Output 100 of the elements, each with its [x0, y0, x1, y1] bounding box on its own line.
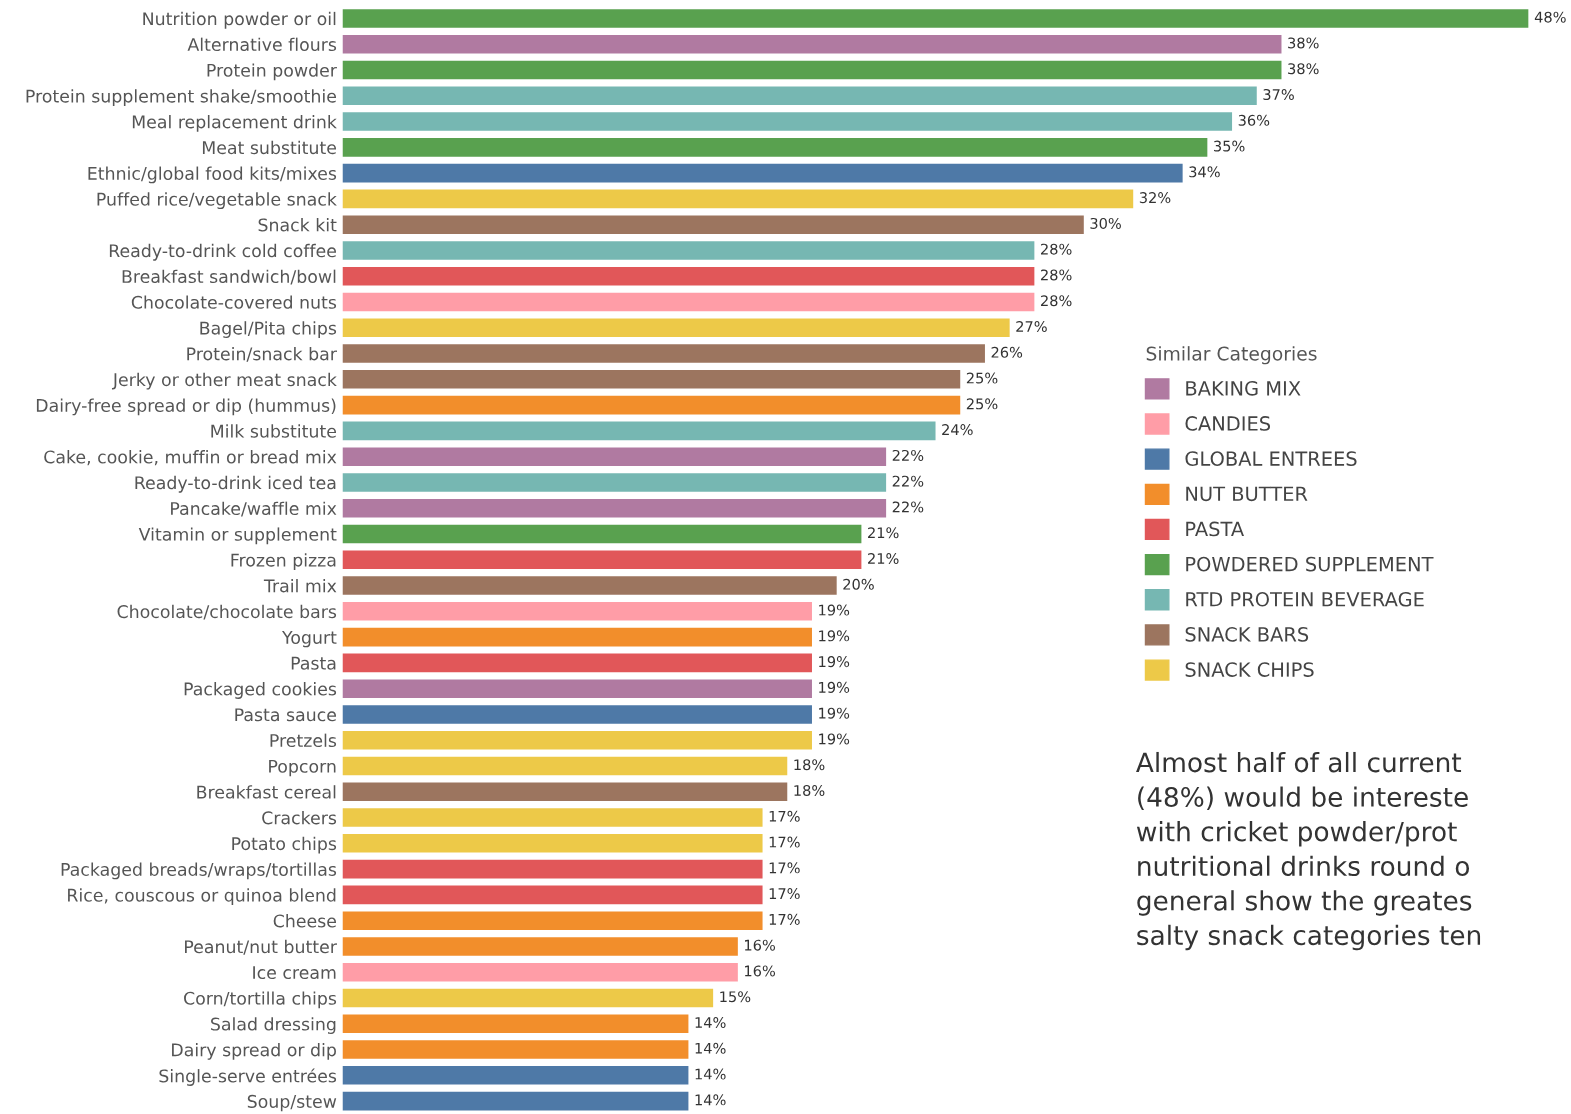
y-tick-label: Protein powder — [207, 63, 337, 81]
y-tick-label: Milk substitute — [211, 424, 336, 438]
y-tick-label: Ethnic/global food kits/mixes — [88, 166, 337, 184]
legend-label: BAKING MIX — [1186, 380, 1301, 396]
y-tick-label: Single-serve entrées — [159, 1068, 337, 1086]
y-tick-label: Rice, couscous or quinoa blend — [68, 888, 336, 906]
data-label: 27% — [1016, 320, 1047, 333]
data-label: 25% — [966, 372, 998, 384]
legend-label: POWDERED SUPPLEMENT — [1186, 556, 1434, 572]
bar — [342, 1014, 689, 1034]
bar — [342, 705, 812, 724]
data-label: 25% — [966, 398, 998, 410]
data-label: 19% — [819, 630, 850, 642]
data-label: 17% — [769, 810, 800, 822]
data-label: 16% — [745, 939, 776, 951]
bar — [342, 834, 763, 853]
y-tick-label: Pretzels — [270, 733, 337, 748]
bar — [342, 498, 887, 518]
bar — [342, 1040, 689, 1059]
y-tick-label: Meat substitute — [202, 140, 336, 155]
y-tick-label: Salad dressing — [211, 1017, 336, 1034]
legend-title: Similar Categories — [1146, 346, 1317, 365]
data-label: 19% — [819, 681, 850, 693]
y-tick-label: Yogurt — [281, 631, 337, 648]
legend-label: RTD PROTEIN BEVERAGE — [1186, 591, 1424, 607]
y-tick-label: Potato chips — [232, 836, 337, 854]
data-label: 22% — [892, 501, 924, 513]
data-label: 19% — [819, 656, 850, 668]
data-label: 21% — [868, 527, 899, 539]
y-tick-label: Ice cream — [253, 966, 336, 980]
y-tick-label: Corn/tortilla chips — [184, 991, 337, 1009]
data-label: 37% — [1263, 88, 1294, 101]
data-label: 19% — [819, 733, 850, 745]
bar — [342, 60, 1282, 80]
bar — [342, 937, 738, 956]
bar — [342, 808, 763, 827]
data-label: 18% — [794, 759, 825, 771]
bar — [342, 1066, 689, 1085]
legend-label: SNACK CHIPS — [1185, 662, 1314, 677]
data-label: 24% — [942, 424, 973, 436]
bar — [342, 756, 788, 776]
y-tick-label: Chocolate/chocolate bars — [117, 604, 337, 620]
data-label: 35% — [1214, 140, 1245, 152]
bar — [342, 292, 1035, 312]
y-tick-label: Protein supplement shake/smoothie — [26, 89, 336, 106]
data-label: 30% — [1090, 217, 1121, 229]
bar — [342, 34, 1282, 54]
bar — [342, 9, 1529, 28]
data-label: 48% — [1534, 11, 1566, 23]
bar — [342, 602, 812, 621]
y-tick-label: Protein/snack bar — [187, 346, 337, 362]
bar — [342, 421, 936, 441]
data-label: 38% — [1288, 63, 1319, 75]
bar — [342, 447, 887, 466]
y-tick-label: Alternative flours — [187, 37, 337, 52]
y-tick-label: Packaged breads/wraps/tortillas — [61, 862, 337, 880]
data-label: 19% — [819, 604, 850, 616]
legend-label: PASTA — [1186, 521, 1245, 537]
data-label: 17% — [769, 888, 800, 900]
data-label: 18% — [794, 784, 825, 797]
data-label: 15% — [720, 991, 751, 1003]
data-label: 14% — [695, 1042, 726, 1054]
bar — [342, 395, 961, 415]
bar — [342, 163, 1183, 183]
y-tick-label: Jerky or other meat snack — [111, 372, 337, 390]
data-label: 17% — [769, 836, 800, 848]
bar — [342, 241, 1035, 260]
y-tick-label: Chocolate-covered nuts — [131, 295, 337, 309]
legend-label: SNACK BARS — [1185, 627, 1309, 642]
bar — [342, 679, 812, 698]
y-tick-label: Breakfast sandwich/bowl — [122, 269, 336, 285]
y-tick-label: Frozen pizza — [231, 553, 336, 570]
data-label: 17% — [769, 913, 800, 925]
bar — [342, 1091, 689, 1111]
data-label: 20% — [843, 578, 874, 590]
data-label: 14% — [695, 1068, 726, 1080]
y-tick-label: Bagel/Pita chips — [200, 321, 337, 338]
bar — [342, 370, 961, 389]
y-tick-label: Peanut/nut butter — [185, 939, 337, 955]
y-tick-label: Crackers — [262, 810, 337, 825]
data-label: 28% — [1041, 243, 1072, 255]
data-label: 32% — [1139, 192, 1171, 204]
y-tick-label: Dairy-free spread or dip (hummus) — [36, 398, 336, 416]
bar — [342, 627, 812, 647]
data-label: 16% — [745, 965, 776, 977]
data-label: 28% — [1041, 295, 1072, 307]
annotation: Almost half of all current (48%) would be intereste with cricket powder/prot nutritional drinks round o general show the greates salty snack categories ten — [1136, 751, 1481, 951]
bar — [342, 215, 1084, 234]
y-tick-label: Nutrition powder or oil — [143, 11, 336, 29]
y-tick-label: Popcorn — [269, 759, 336, 777]
data-label: 28% — [1041, 269, 1072, 281]
bar — [342, 988, 714, 1008]
y-tick-label: Pasta — [291, 656, 336, 670]
y-tick-label: Vitamin or supplement — [138, 527, 337, 545]
y-tick-label: Breakfast cereal — [197, 785, 336, 799]
y-tick-label: Puffed rice/vegetable snack — [97, 192, 337, 210]
data-label: 22% — [892, 449, 924, 461]
y-tick-label: Snack kit — [258, 218, 337, 232]
bar — [342, 189, 1134, 209]
y-tick-label: Cheese — [273, 914, 336, 928]
